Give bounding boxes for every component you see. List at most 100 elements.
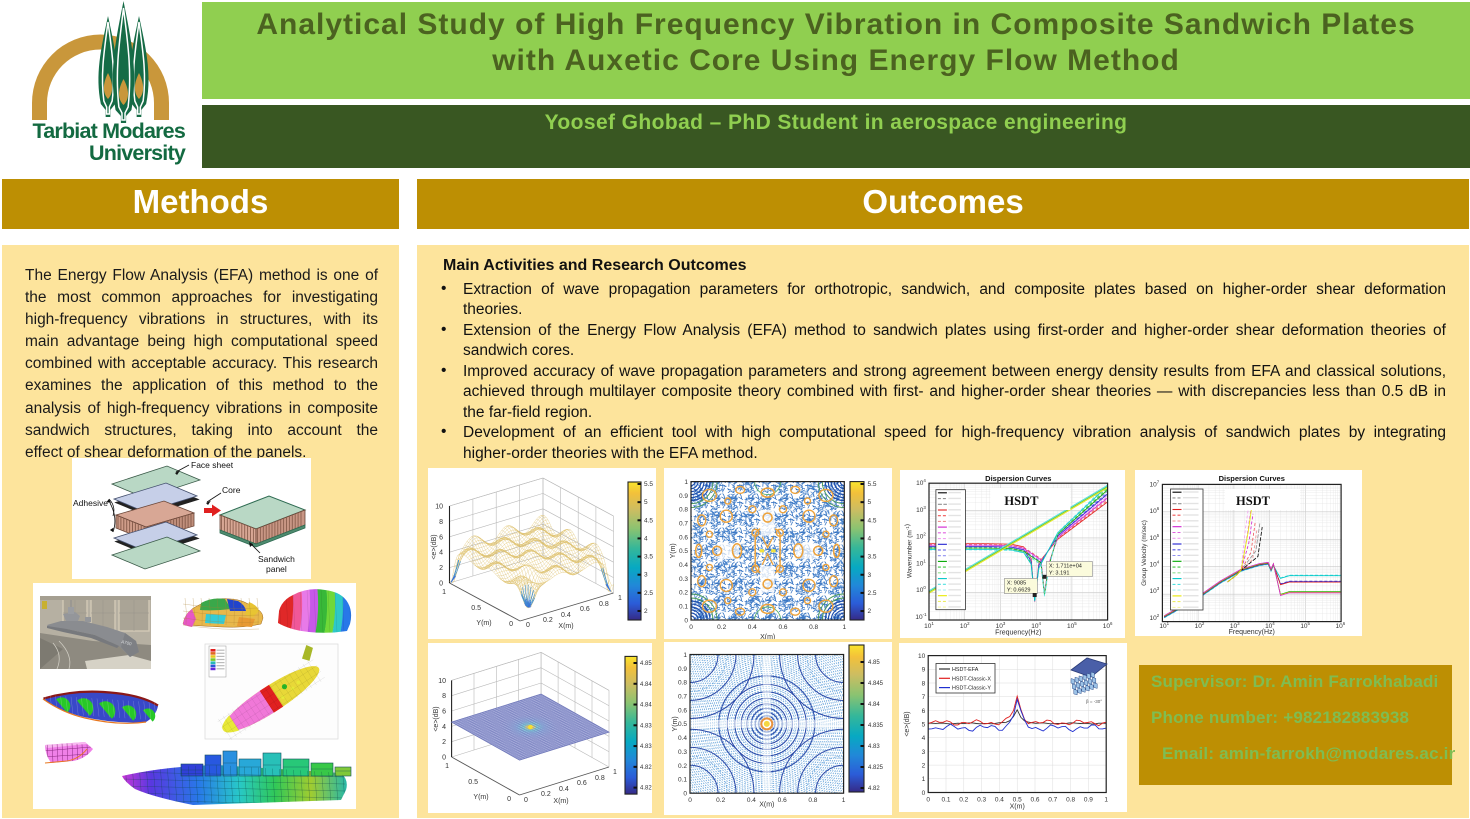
svg-text:10: 10 (918, 653, 926, 660)
svg-text:HSDT-EFA: HSDT-EFA (952, 667, 979, 673)
svg-text:106: 106 (1150, 506, 1160, 515)
svg-text:0.6: 0.6 (778, 797, 787, 804)
svg-text:HSDT-Classic-Y: HSDT-Classic-Y (952, 686, 991, 692)
svg-text:0.5: 0.5 (468, 779, 478, 786)
svg-text:2: 2 (644, 608, 648, 615)
svg-text:0: 0 (688, 797, 692, 804)
svg-text:6: 6 (439, 534, 443, 541)
svg-text:107: 107 (1150, 479, 1160, 488)
svg-text:0: 0 (507, 796, 511, 803)
svg-text:Y(m): Y(m) (672, 716, 679, 731)
svg-text:0.8: 0.8 (808, 797, 817, 804)
svg-text:Y(m): Y(m) (670, 543, 677, 558)
svg-text:105: 105 (1067, 621, 1077, 630)
svg-text:4.825: 4.825 (640, 765, 652, 771)
svg-text:6: 6 (922, 708, 926, 715)
svg-text:2: 2 (922, 763, 926, 770)
svg-text:0.2: 0.2 (679, 590, 688, 597)
svg-text:2.5: 2.5 (868, 590, 877, 597)
svg-text:102: 102 (916, 532, 926, 541)
svg-text:1: 1 (842, 797, 846, 804)
svg-text:10: 10 (438, 678, 446, 685)
svg-text:104: 104 (916, 478, 926, 487)
svg-text:X(m): X(m) (553, 798, 568, 805)
svg-text:2: 2 (868, 608, 872, 615)
svg-text:4: 4 (868, 535, 872, 542)
svg-text:103: 103 (1230, 621, 1240, 630)
svg-text:0.9: 0.9 (678, 666, 687, 673)
svg-text:101: 101 (1159, 621, 1169, 630)
svg-text:0.8: 0.8 (599, 601, 609, 608)
svg-text:4.84: 4.84 (640, 703, 652, 709)
svg-text:101: 101 (924, 621, 934, 630)
svg-text:X(m): X(m) (759, 802, 774, 809)
svg-text:4.835: 4.835 (868, 723, 884, 729)
svg-text:10: 10 (435, 504, 443, 511)
svg-text:103: 103 (1150, 586, 1160, 595)
svg-text:8: 8 (439, 519, 443, 526)
svg-text:0.5: 0.5 (471, 605, 481, 612)
svg-text:0.4: 0.4 (747, 797, 756, 804)
svg-text:106: 106 (1102, 621, 1112, 630)
svg-text:4.5: 4.5 (644, 517, 653, 524)
svg-text:5: 5 (922, 721, 926, 728)
svg-text:3.5: 3.5 (644, 554, 653, 561)
svg-text:4.845: 4.845 (868, 681, 884, 687)
svg-text:1: 1 (445, 763, 449, 770)
svg-text:Y(m): Y(m) (473, 794, 488, 801)
svg-text:X(m): X(m) (1010, 804, 1025, 811)
svg-text:1: 1 (618, 595, 622, 602)
svg-text:102: 102 (1150, 613, 1160, 622)
svg-text:0: 0 (684, 617, 688, 624)
svg-text:0.1: 0.1 (679, 604, 688, 611)
svg-text:A700: A700 (121, 639, 133, 647)
svg-text:4.82: 4.82 (868, 786, 880, 792)
svg-text:5.5: 5.5 (644, 481, 653, 488)
svg-text:100: 100 (916, 585, 926, 594)
svg-text:0.5: 0.5 (679, 548, 688, 555)
svg-text:0: 0 (442, 755, 446, 762)
svg-text:0.3: 0.3 (678, 749, 687, 756)
svg-text:Wavenumber (m-1): Wavenumber (m-1) (903, 524, 913, 578)
svg-text:HSDT: HSDT (1004, 494, 1039, 508)
svg-text:1: 1 (1104, 797, 1108, 804)
svg-text:<e>(dB): <e>(dB) (904, 711, 911, 736)
svg-text:0.8: 0.8 (678, 680, 687, 687)
svg-text:0.2: 0.2 (678, 763, 687, 770)
svg-text:4.85: 4.85 (868, 660, 880, 666)
svg-text:0.2: 0.2 (716, 797, 725, 804)
svg-text:0.8: 0.8 (809, 624, 818, 631)
svg-text:101: 101 (916, 558, 926, 567)
svg-text:105: 105 (1300, 621, 1310, 630)
svg-text:0.4: 0.4 (678, 735, 687, 742)
svg-text:<e>(dB): <e>(dB) (431, 534, 438, 559)
svg-text:0.6: 0.6 (679, 534, 688, 541)
svg-text:HSDT-Classic-X: HSDT-Classic-X (952, 676, 991, 682)
svg-text:3: 3 (868, 572, 872, 579)
svg-text:X: 1.711e+04: X: 1.711e+04 (1048, 564, 1081, 570)
svg-text:X: 9085: X: 9085 (1006, 581, 1025, 587)
svg-text:3: 3 (922, 749, 926, 756)
svg-text:1: 1 (842, 624, 846, 631)
svg-text:Y: 0.6629: Y: 0.6629 (1006, 588, 1030, 594)
svg-text:1: 1 (683, 652, 687, 659)
svg-text:4.82: 4.82 (640, 786, 652, 792)
svg-text:<e>(dB): <e>(dB) (433, 706, 440, 731)
svg-text:1: 1 (442, 589, 446, 596)
svg-text:103: 103 (916, 505, 926, 514)
svg-text:4.83: 4.83 (640, 744, 652, 750)
svg-text:0.4: 0.4 (748, 624, 757, 631)
svg-text:0.9: 0.9 (679, 493, 688, 500)
svg-text:8: 8 (442, 693, 446, 700)
svg-text:0.8: 0.8 (595, 775, 605, 782)
svg-text:X(m): X(m) (558, 623, 573, 630)
svg-text:0.6: 0.6 (1030, 797, 1039, 804)
svg-text:4: 4 (922, 735, 926, 742)
svg-text:Dispersion Curves: Dispersion Curves (1219, 474, 1285, 483)
svg-text:104: 104 (1031, 621, 1041, 630)
svg-text:0: 0 (922, 790, 926, 797)
svg-text:0.7: 0.7 (679, 521, 688, 528)
svg-text:0.8: 0.8 (679, 507, 688, 514)
svg-text:2: 2 (439, 565, 443, 572)
svg-text:10-1: 10-1 (915, 612, 927, 621)
